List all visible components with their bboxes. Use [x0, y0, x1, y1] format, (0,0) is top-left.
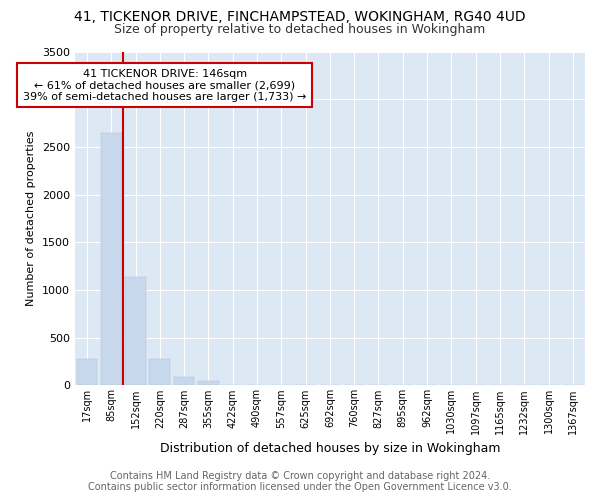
- Bar: [125, 276, 146, 386]
- Y-axis label: Number of detached properties: Number of detached properties: [26, 131, 36, 306]
- Text: 41 TICKENOR DRIVE: 146sqm
← 61% of detached houses are smaller (2,699)
39% of se: 41 TICKENOR DRIVE: 146sqm ← 61% of detac…: [23, 68, 307, 102]
- Text: Contains HM Land Registry data © Crown copyright and database right 2024.
Contai: Contains HM Land Registry data © Crown c…: [88, 471, 512, 492]
- Bar: [174, 378, 194, 386]
- Bar: [77, 359, 97, 386]
- X-axis label: Distribution of detached houses by size in Wokingham: Distribution of detached houses by size …: [160, 442, 500, 455]
- Text: 41, TICKENOR DRIVE, FINCHAMPSTEAD, WOKINGHAM, RG40 4UD: 41, TICKENOR DRIVE, FINCHAMPSTEAD, WOKIN…: [74, 10, 526, 24]
- Text: Size of property relative to detached houses in Wokingham: Size of property relative to detached ho…: [115, 22, 485, 36]
- Bar: [101, 132, 122, 386]
- Bar: [149, 359, 170, 386]
- Bar: [198, 380, 219, 386]
